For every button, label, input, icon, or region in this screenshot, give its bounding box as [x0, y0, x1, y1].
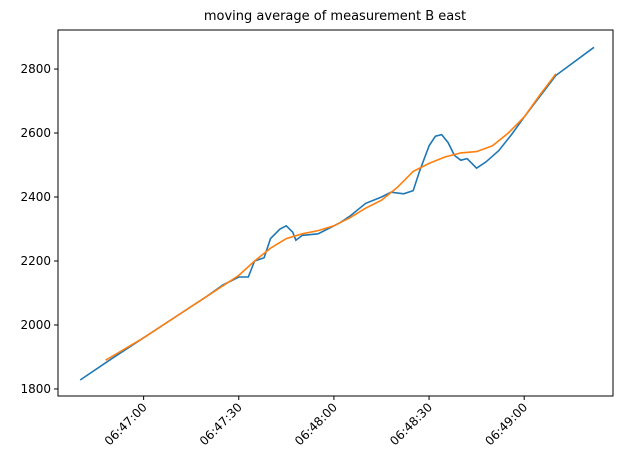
- plot-frame: [57, 29, 614, 397]
- y-tick-label: 1800: [20, 382, 51, 396]
- x-tick-label: 06:48:30: [387, 400, 435, 448]
- series-line: [105, 73, 557, 361]
- y-tick-label: 2800: [20, 62, 51, 76]
- x-tick-label: 06:47:00: [102, 400, 150, 448]
- y-tick-label: 2400: [20, 190, 51, 204]
- y-tick-label: 2200: [20, 254, 51, 268]
- x-tick-label: 06:48:00: [292, 400, 340, 448]
- x-tick-label: 06:47:30: [197, 400, 245, 448]
- y-tick-label: 2600: [20, 126, 51, 140]
- chart-title: moving average of measurement B east: [204, 9, 466, 24]
- y-tick-label: 2000: [20, 318, 51, 332]
- series-line: [79, 46, 595, 381]
- x-tick-label: 06:49:00: [482, 400, 530, 448]
